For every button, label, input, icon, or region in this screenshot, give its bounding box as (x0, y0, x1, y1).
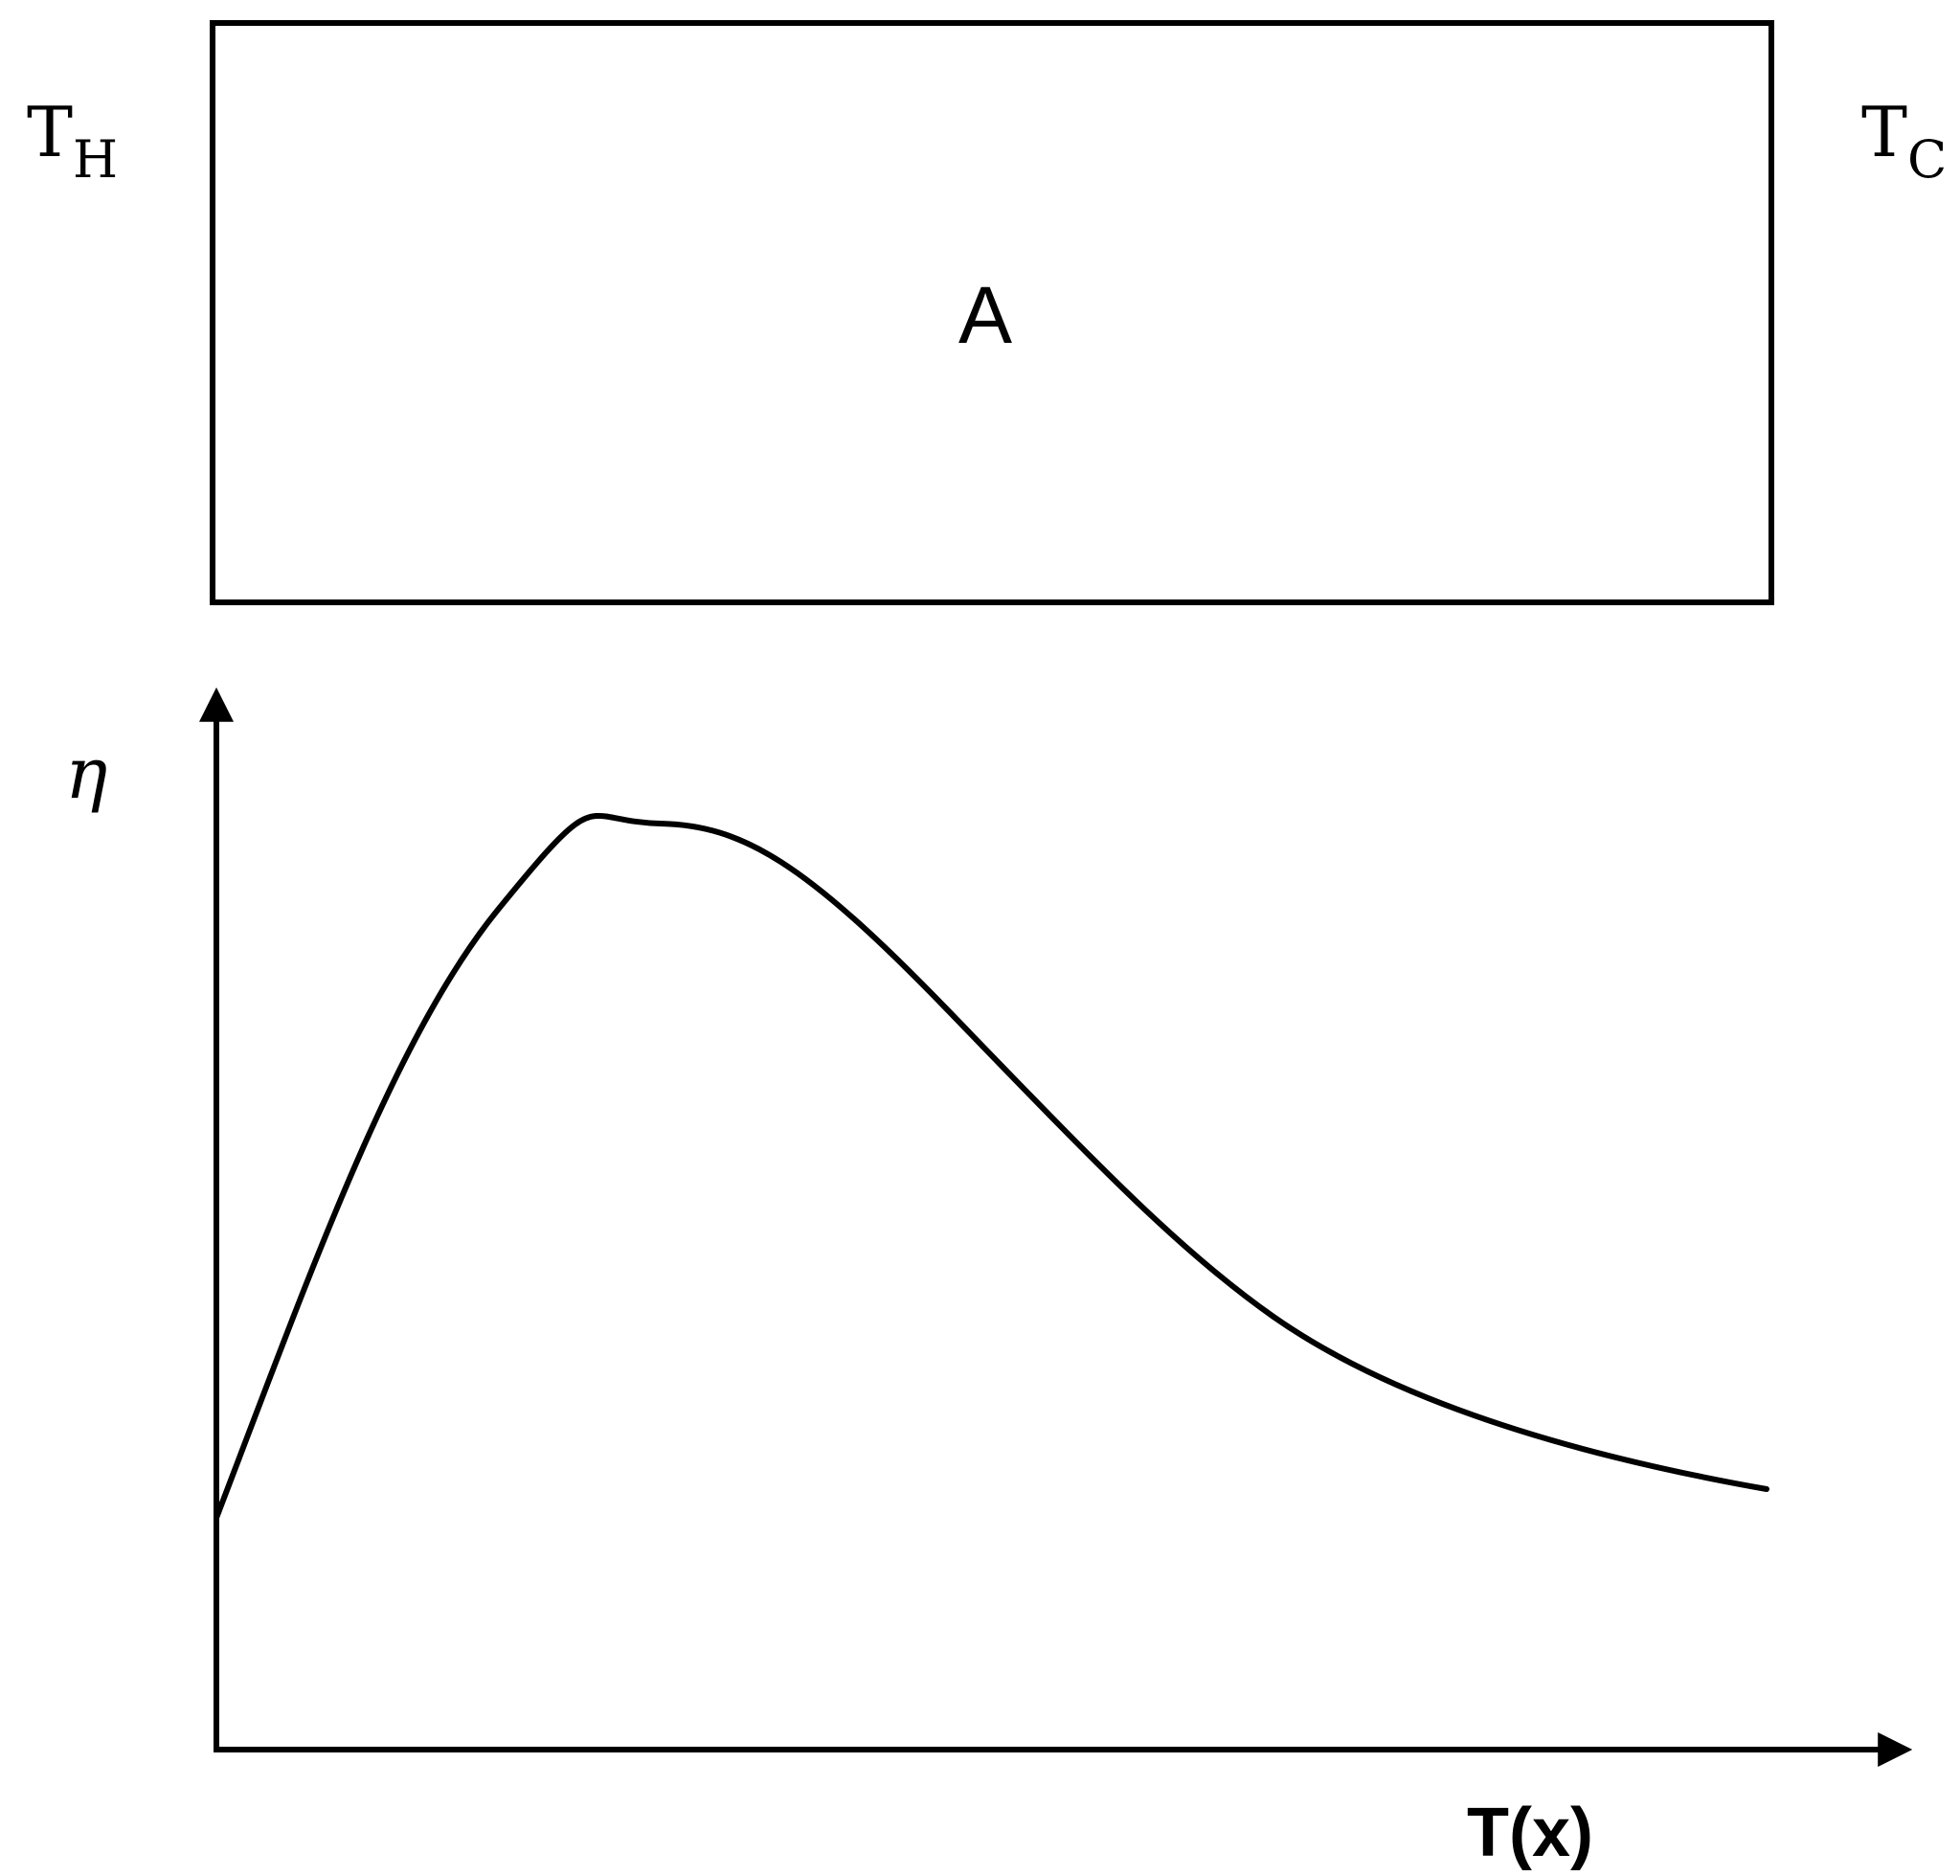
cross-section-label: A (958, 270, 1012, 360)
x-axis-label: T(x) (1467, 1795, 1593, 1871)
hot-temperature-main: T (27, 92, 73, 172)
efficiency-curve (214, 812, 1769, 1521)
cold-temperature-subscript: C (1907, 129, 1947, 190)
hot-temperature-subscript: H (73, 129, 118, 190)
material-bar (210, 20, 1774, 605)
y-axis-label: η (65, 733, 107, 815)
cold-temperature-main: T (1861, 92, 1907, 172)
cold-temperature-label: TC (1861, 92, 1947, 190)
hot-temperature-label: TH (27, 92, 118, 190)
